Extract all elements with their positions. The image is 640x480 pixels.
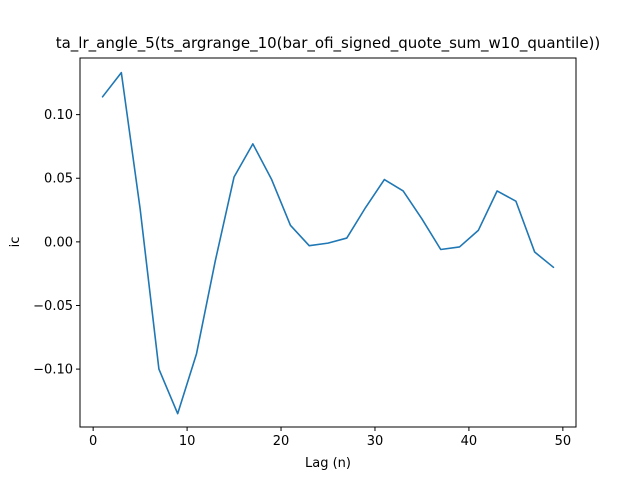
y-tick-label: 0.00 bbox=[44, 235, 73, 250]
x-tick-label: 0 bbox=[89, 434, 97, 449]
y-tick-label: 0.10 bbox=[44, 108, 73, 123]
x-tick-label: 20 bbox=[273, 434, 290, 449]
x-tick-label: 50 bbox=[555, 434, 572, 449]
x-tick-label: 40 bbox=[461, 434, 478, 449]
y-tick-label: 0.05 bbox=[44, 172, 73, 187]
x-tick-label: 10 bbox=[179, 434, 196, 449]
y-axis: −0.10 −0.05 0.00 0.05 0.10 bbox=[33, 108, 80, 378]
y-tick-label: −0.05 bbox=[33, 299, 73, 314]
x-axis-label: Lag (n) bbox=[305, 456, 351, 471]
x-axis: 0 10 20 30 40 50 bbox=[89, 427, 571, 449]
y-axis-label: ic bbox=[8, 237, 23, 248]
y-tick-label: −0.10 bbox=[33, 363, 73, 378]
axes-frame bbox=[79, 57, 577, 428]
chart-title: ta_lr_angle_5(ts_argrange_10(bar_ofi_sig… bbox=[56, 34, 601, 53]
series-line bbox=[101, 71, 555, 415]
x-tick-label: 30 bbox=[367, 434, 384, 449]
plot-area bbox=[101, 71, 555, 415]
